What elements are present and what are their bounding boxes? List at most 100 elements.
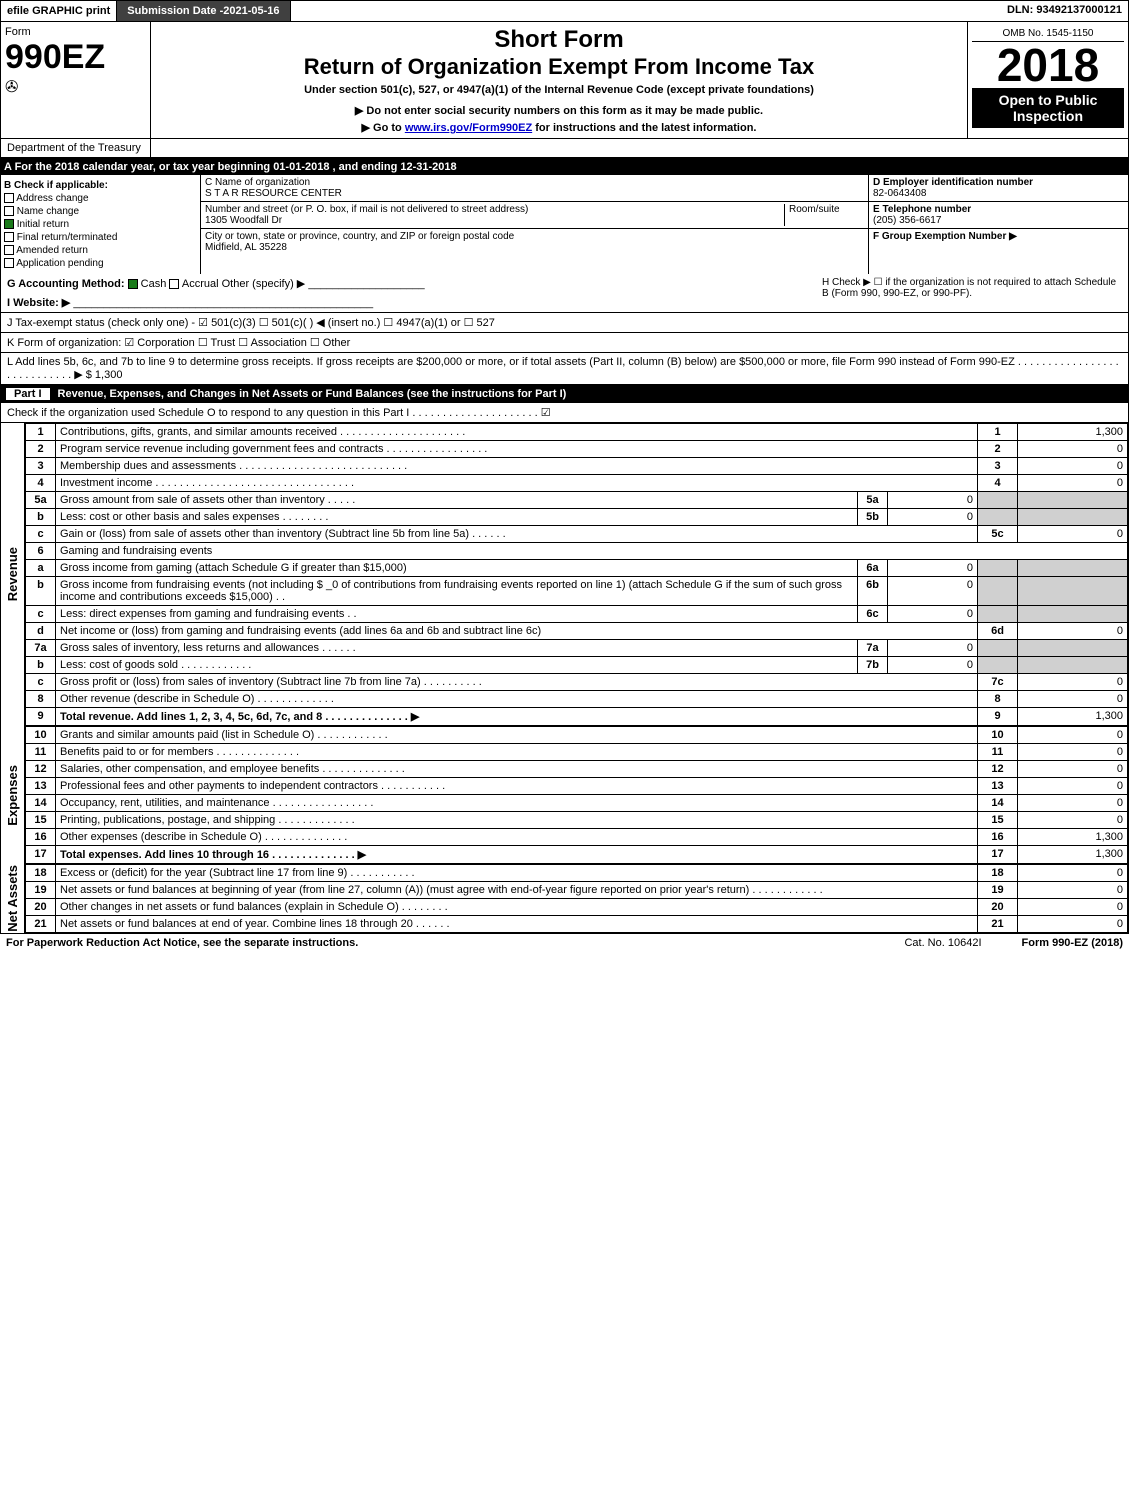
- table-row: 3Membership dues and assessments . . . .…: [26, 458, 1128, 475]
- warning-2: ▶ Go to www.irs.gov/Form990EZ for instru…: [155, 121, 963, 134]
- line-desc: Occupancy, rent, utilities, and maintena…: [56, 795, 978, 812]
- opt-application-pending[interactable]: Application pending: [4, 258, 197, 269]
- line-amount: 0: [1018, 674, 1128, 691]
- table-row: bGross income from fundraising events (n…: [26, 577, 1128, 606]
- line-desc: Other revenue (describe in Schedule O) .…: [56, 691, 978, 708]
- line-box: 1: [978, 424, 1018, 441]
- line-number: 11: [26, 744, 56, 761]
- line-desc: Salaries, other compensation, and employ…: [56, 761, 978, 778]
- sub-amount: 0: [888, 509, 978, 526]
- table-row: 15Printing, publications, postage, and s…: [26, 812, 1128, 829]
- line-desc: Other changes in net assets or fund bala…: [56, 899, 978, 916]
- table-row: bLess: cost of goods sold . . . . . . . …: [26, 657, 1128, 674]
- grey-box: [978, 657, 1018, 674]
- netassets-section: Net Assets 18Excess or (deficit) for the…: [0, 864, 1129, 933]
- sub-amount: 0: [888, 606, 978, 623]
- line-number: c: [26, 606, 56, 623]
- city-label: City or town, state or province, country…: [205, 231, 864, 242]
- form-number-box: Form 990EZ ✇: [1, 22, 151, 138]
- line-desc: Less: cost of goods sold . . . . . . . .…: [56, 657, 858, 674]
- line-number: 17: [26, 846, 56, 864]
- table-row: 4Investment income . . . . . . . . . . .…: [26, 475, 1128, 492]
- line-a-bar: A For the 2018 calendar year, or tax yea…: [0, 158, 1129, 175]
- line-number: c: [26, 674, 56, 691]
- table-row: 8Other revenue (describe in Schedule O) …: [26, 691, 1128, 708]
- grey-box: [978, 509, 1018, 526]
- line-desc: Net assets or fund balances at end of ye…: [56, 916, 978, 933]
- table-row: 17Total expenses. Add lines 10 through 1…: [26, 846, 1128, 864]
- tax-year: 2018: [972, 42, 1124, 88]
- sub-box: 5b: [858, 509, 888, 526]
- name-label: C Name of organization: [205, 177, 864, 188]
- page-footer: For Paperwork Reduction Act Notice, see …: [0, 933, 1129, 952]
- table-row: 13Professional fees and other payments t…: [26, 778, 1128, 795]
- grey-amount: [1018, 657, 1128, 674]
- line-desc: Gross amount from sale of assets other t…: [56, 492, 858, 509]
- line-desc: Gross sales of inventory, less returns a…: [56, 640, 858, 657]
- line-box: 7c: [978, 674, 1018, 691]
- line-number: 19: [26, 882, 56, 899]
- opt-name-change[interactable]: Name change: [4, 206, 197, 217]
- line-desc: Professional fees and other payments to …: [56, 778, 978, 795]
- line-desc: Net assets or fund balances at beginning…: [56, 882, 978, 899]
- line-number: 16: [26, 829, 56, 846]
- line-number: 18: [26, 865, 56, 882]
- sub-box: 7a: [858, 640, 888, 657]
- line-number: 15: [26, 812, 56, 829]
- revenue-label: Revenue: [5, 547, 20, 601]
- line-box: 21: [978, 916, 1018, 933]
- sub-amount: 0: [888, 492, 978, 509]
- line-amount: 1,300: [1018, 708, 1128, 726]
- line-desc: Net income or (loss) from gaming and fun…: [56, 623, 978, 640]
- sub-box: 6b: [858, 577, 888, 606]
- line-box: 17: [978, 846, 1018, 864]
- grey-amount: [1018, 509, 1128, 526]
- part-1-check: Check if the organization used Schedule …: [0, 403, 1129, 423]
- line-box: 15: [978, 812, 1018, 829]
- sub-amount: 0: [888, 560, 978, 577]
- line-g-label: G Accounting Method:: [7, 278, 125, 290]
- line-l: L Add lines 5b, 6c, and 7b to line 9 to …: [0, 353, 1129, 385]
- department-label: Department of the Treasury: [1, 139, 151, 157]
- table-row: cGross profit or (loss) from sales of in…: [26, 674, 1128, 691]
- efile-label[interactable]: efile GRAPHIC print: [1, 1, 117, 21]
- info-grid: B Check if applicable: Address change Na…: [0, 175, 1129, 274]
- line-amount: 1,300: [1018, 424, 1128, 441]
- grey-box: [978, 560, 1018, 577]
- line-amount: 0: [1018, 778, 1128, 795]
- room-label: Room/suite: [784, 204, 864, 226]
- cash-checkbox[interactable]: [128, 279, 138, 289]
- expenses-label: Expenses: [5, 765, 20, 826]
- dln: DLN: 93492137000121: [1001, 1, 1128, 21]
- line-h: H Check ▶ ☐ if the organization is not r…: [822, 277, 1122, 309]
- box-c: C Name of organization S T A R RESOURCE …: [201, 175, 868, 274]
- opt-amended-return[interactable]: Amended return: [4, 245, 197, 256]
- return-title: Return of Organization Exempt From Incom…: [155, 54, 963, 80]
- line-amount: 0: [1018, 899, 1128, 916]
- line-desc: Less: direct expenses from gaming and fu…: [56, 606, 858, 623]
- line-desc: Program service revenue including govern…: [56, 441, 978, 458]
- opt-final-return[interactable]: Final return/terminated: [4, 232, 197, 243]
- irs-link[interactable]: www.irs.gov/Form990EZ: [405, 122, 532, 134]
- part-1-label: Part I: [6, 388, 50, 400]
- addr-label: Number and street (or P. O. box, if mail…: [205, 204, 784, 215]
- line-g-h: G Accounting Method: Cash Accrual Other …: [0, 274, 1129, 313]
- line-desc: Investment income . . . . . . . . . . . …: [56, 475, 978, 492]
- table-row: bLess: cost or other basis and sales exp…: [26, 509, 1128, 526]
- line-number: 8: [26, 691, 56, 708]
- line-desc: Benefits paid to or for members . . . . …: [56, 744, 978, 761]
- line-amount: 0: [1018, 812, 1128, 829]
- table-row: cLess: direct expenses from gaming and f…: [26, 606, 1128, 623]
- opt-initial-return[interactable]: Initial return: [4, 219, 197, 230]
- short-form-title: Short Form: [155, 26, 963, 54]
- phone-value: (205) 356-6617: [873, 215, 1124, 226]
- accrual-checkbox[interactable]: [169, 279, 179, 289]
- line-amount: 0: [1018, 526, 1128, 543]
- sub-box: 6c: [858, 606, 888, 623]
- submission-date-button[interactable]: Submission Date - 2021-05-16: [117, 1, 290, 21]
- sub-box: 7b: [858, 657, 888, 674]
- line-amount: 0: [1018, 441, 1128, 458]
- opt-address-change[interactable]: Address change: [4, 193, 197, 204]
- footer-left: For Paperwork Reduction Act Notice, see …: [6, 937, 904, 949]
- table-row: 5aGross amount from sale of assets other…: [26, 492, 1128, 509]
